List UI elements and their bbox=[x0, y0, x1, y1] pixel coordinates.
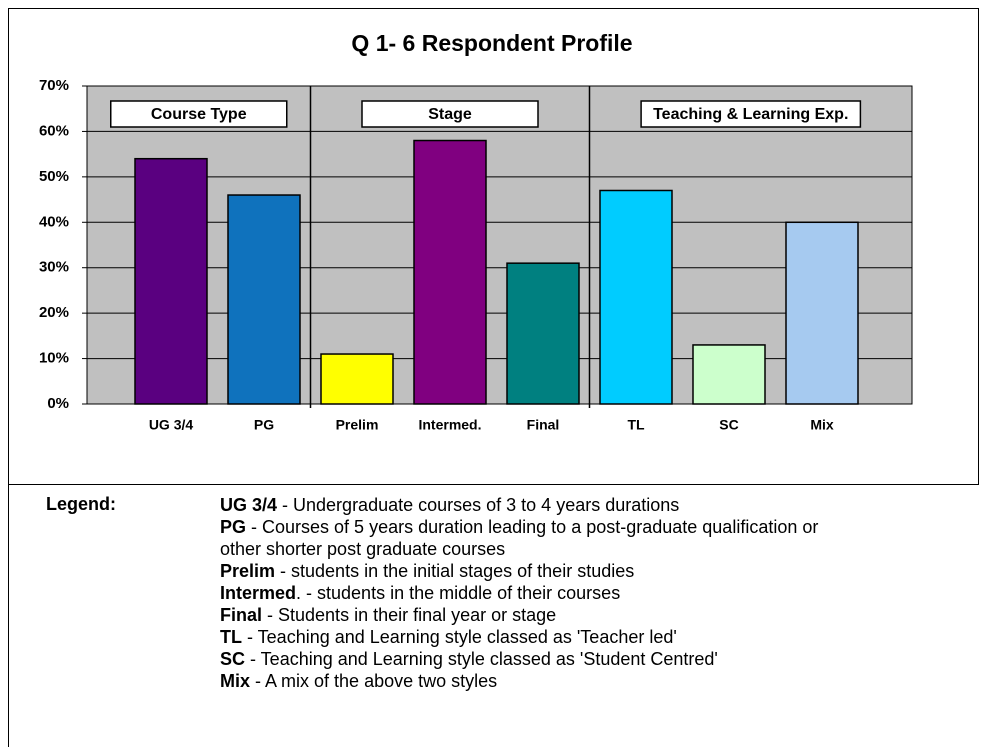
group-label-box bbox=[110, 100, 288, 128]
legend-text: - Teaching and Learning style classed as… bbox=[242, 627, 677, 647]
group-label: Teaching & Learning Exp. bbox=[653, 106, 848, 123]
legend-item: PG - Courses of 5 years duration leading… bbox=[220, 516, 860, 560]
bar bbox=[599, 189, 673, 405]
chart-title: Q 1- 6 Respondent Profile bbox=[351, 30, 632, 56]
legend-item: TL - Teaching and Learning style classed… bbox=[220, 626, 860, 648]
x-tick-label: Prelim bbox=[336, 417, 379, 433]
legend-term: TL bbox=[220, 627, 242, 647]
x-tick-label: Mix bbox=[810, 417, 834, 433]
legend-item: Prelim - students in the initial stages … bbox=[220, 560, 860, 582]
y-tick-label: 30% bbox=[39, 259, 69, 276]
legend-term: SC bbox=[220, 649, 246, 669]
x-tick-label: Final bbox=[527, 417, 560, 433]
legend-text: - Courses of 5 years duration leading to… bbox=[220, 517, 819, 559]
x-tick-label: UG 3/4 bbox=[149, 417, 194, 433]
y-tick-label: 40% bbox=[39, 213, 69, 230]
bar bbox=[227, 194, 301, 405]
legend-text: - Undergraduate courses of 3 to 4 years … bbox=[277, 495, 680, 515]
bar bbox=[320, 353, 394, 405]
plot-area bbox=[87, 86, 912, 404]
legend-item: SC - Teaching and Learning style classed… bbox=[220, 648, 860, 670]
legend-heading: Legend: bbox=[46, 494, 116, 514]
y-tick-label: 70% bbox=[39, 77, 69, 94]
bar bbox=[506, 262, 580, 405]
legend-term: UG 3/4 bbox=[220, 495, 278, 515]
legend-term: PG bbox=[220, 517, 247, 537]
x-tick-label: TL bbox=[627, 417, 645, 433]
legend-term: Final bbox=[220, 605, 263, 625]
x-tick-label: Intermed. bbox=[418, 417, 481, 433]
group-label: Stage bbox=[428, 106, 472, 123]
legend-item: UG 3/4 - Undergraduate courses of 3 to 4… bbox=[220, 494, 860, 516]
legend-term: Intermed bbox=[220, 583, 297, 603]
legend-text: - Teaching and Learning style classed as… bbox=[245, 649, 718, 669]
legend-item: Intermed. - students in the middle of th… bbox=[220, 582, 860, 604]
group-label-box bbox=[361, 100, 539, 128]
y-tick-label: 0% bbox=[47, 395, 69, 412]
bar bbox=[785, 221, 859, 405]
plot-border bbox=[86, 85, 913, 405]
bar bbox=[413, 139, 487, 405]
x-tick-label: SC bbox=[719, 417, 738, 433]
legend-text: . - students in the middle of their cour… bbox=[296, 583, 621, 603]
y-tick-label: 60% bbox=[39, 122, 69, 139]
legend-text: - students in the initial stages of thei… bbox=[275, 561, 635, 581]
legend-list: UG 3/4 - Undergraduate courses of 3 to 4… bbox=[220, 494, 860, 692]
bar bbox=[134, 157, 208, 405]
legend-item: Mix - A mix of the above two styles bbox=[220, 670, 860, 692]
legend-item: Final - Students in their final year or … bbox=[220, 604, 860, 626]
legend-text: - Students in their final year or stage bbox=[262, 605, 557, 625]
x-tick-label: PG bbox=[254, 417, 274, 433]
legend-text: - A mix of the above two styles bbox=[250, 671, 498, 691]
group-label-box bbox=[640, 100, 862, 128]
y-tick-label: 10% bbox=[39, 350, 69, 367]
bar bbox=[692, 344, 766, 405]
y-tick-label: 20% bbox=[39, 304, 69, 321]
legend-term: Mix bbox=[220, 671, 251, 691]
y-tick-label: 50% bbox=[39, 168, 69, 185]
group-label: Course Type bbox=[151, 106, 247, 123]
legend-term: Prelim bbox=[220, 561, 276, 581]
